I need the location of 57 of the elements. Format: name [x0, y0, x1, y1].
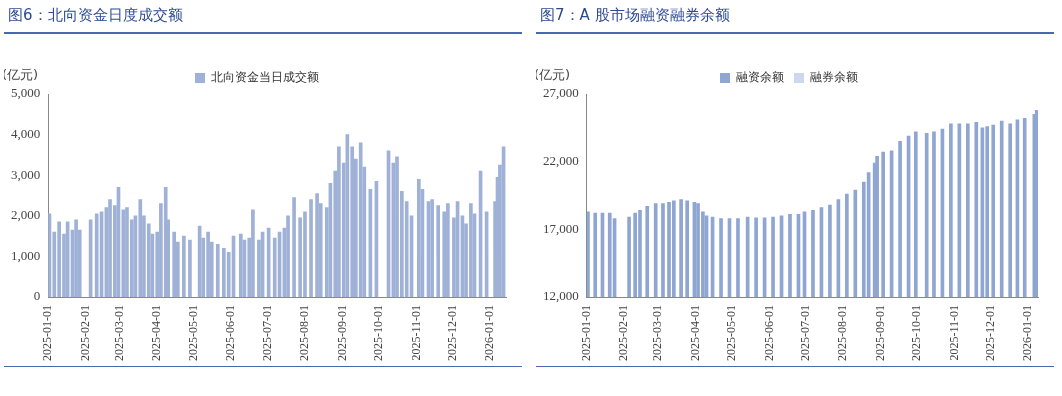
y-tick-label: 27,000 — [543, 85, 579, 101]
legend-label: 融资余额 — [736, 70, 784, 85]
bar — [188, 239, 192, 298]
x-tick-label: 2025-10-01 — [909, 305, 924, 362]
x-tick-label: 2025-03-01 — [650, 305, 665, 362]
y-tick-label: 22,000 — [543, 153, 579, 169]
y-tick-label: 12,000 — [543, 288, 579, 304]
x-tick-label: 2025-07-01 — [797, 305, 812, 362]
bar — [309, 199, 313, 298]
x-tick-label: 2025-01-01 — [40, 305, 55, 362]
x-tick-label: 2025-01-01 — [578, 305, 593, 362]
x-tick-label: 2025-08-01 — [297, 305, 312, 362]
legend-label: 融券余额 — [810, 70, 858, 85]
x-tick-label: 2025-06-01 — [223, 305, 238, 362]
bar — [292, 197, 296, 298]
x-tick-label: 2025-12-01 — [982, 305, 997, 362]
x-tick-label: 2025-09-01 — [872, 305, 887, 362]
x-tick-label: 2025-03-01 — [111, 305, 126, 362]
y-tick-label: 2,000 — [11, 207, 41, 223]
x-tick-label: 2025-07-01 — [259, 305, 274, 362]
y-tick-label: 3,000 — [11, 166, 41, 182]
bar — [215, 243, 220, 298]
x-tick-label: 2026-01-01 — [482, 305, 497, 362]
x-tick-label: 2025-02-01 — [77, 305, 92, 362]
x-tick-label: 2026-01-01 — [1020, 305, 1035, 362]
x-tick-label: 2025-11-01 — [408, 305, 423, 361]
x-tick-label: 2025-06-01 — [761, 305, 776, 362]
bar — [416, 178, 421, 298]
x-tick-label: 2025-12-01 — [444, 305, 459, 362]
bar — [138, 199, 143, 298]
bar — [94, 213, 99, 298]
y-tick-label: 1,000 — [11, 247, 41, 263]
x-tick-label: 2025-02-01 — [616, 305, 631, 362]
legend-label: 北向资金当日成交额 — [211, 70, 319, 85]
y-tick-label: 0 — [33, 288, 41, 304]
chart-title: 图7：A 股市场融资融券余额 — [536, 0, 1054, 34]
bar — [315, 193, 319, 298]
bar — [238, 233, 243, 298]
x-tick-label: 2025-10-01 — [371, 305, 385, 362]
x-tick-label: 2025-05-01 — [185, 305, 200, 362]
bar — [430, 199, 434, 298]
y-tick-label: 5,000 — [11, 85, 41, 101]
bar — [182, 235, 186, 298]
bar — [436, 205, 441, 298]
x-tick-label: 2025-04-01 — [687, 305, 702, 362]
x-tick-label: 2025-08-01 — [835, 305, 850, 362]
bar — [172, 231, 177, 298]
x-tick-label: 2025-09-01 — [334, 305, 349, 362]
x-tick-label: 2025-11-01 — [946, 305, 961, 361]
x-tick-label: 2025-04-01 — [149, 305, 164, 362]
y-tick-label: 4,000 — [11, 126, 41, 142]
x-tick-label: 2025-05-01 — [724, 305, 739, 362]
chart-title: 图6：北向资金日度成交额 — [4, 0, 522, 34]
bar — [251, 209, 255, 298]
bar — [286, 215, 290, 298]
bar — [446, 203, 450, 298]
y-tick-label: 17,000 — [543, 220, 579, 236]
